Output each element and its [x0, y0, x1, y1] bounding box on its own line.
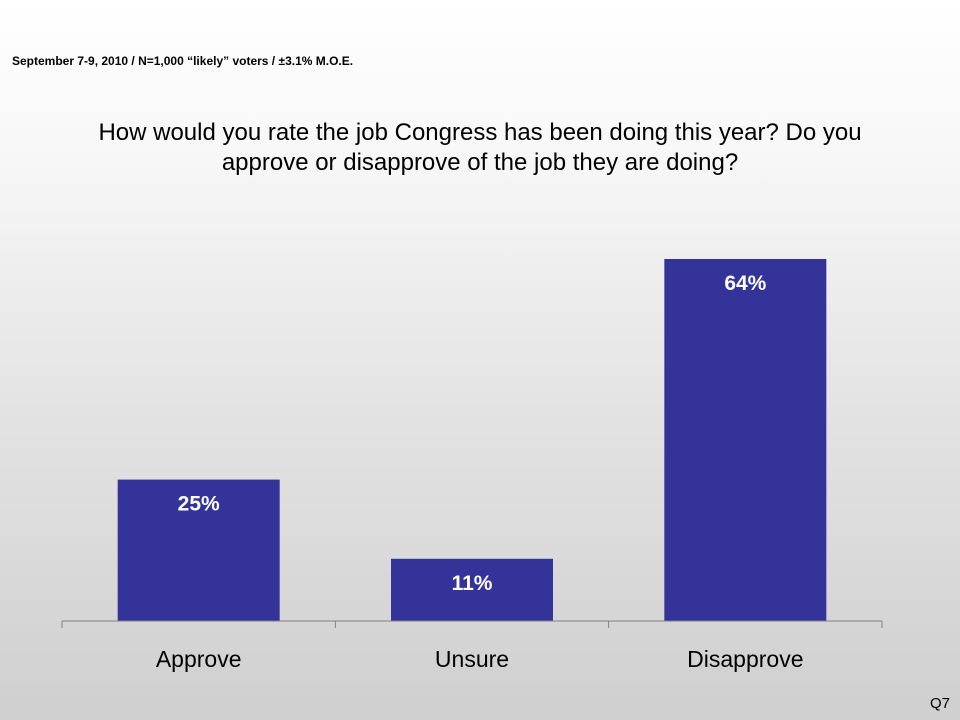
- chart-title-line-2: approve or disapprove of the job they ar…: [221, 149, 739, 176]
- bar-unsure: [391, 558, 553, 621]
- data-label-unsure: 11%: [452, 572, 493, 595]
- x-tick-label-approve: Approve: [156, 646, 242, 672]
- survey-info: September 7-9, 2010 / N=1,000 “likely” v…: [12, 54, 354, 68]
- x-tick-label-unsure: Unsure: [435, 646, 509, 672]
- x-tick-label-disapprove: Disapprove: [687, 646, 803, 672]
- chart-title: How would you rate the job Congress has …: [40, 118, 920, 178]
- chart-title-line-1: How would you rate the job Congress has …: [98, 119, 862, 146]
- data-label-approve: 25%: [178, 493, 220, 516]
- data-label-disapprove: 64%: [724, 272, 766, 295]
- question-number: Q7: [929, 695, 950, 712]
- bar-disapprove: [664, 259, 827, 621]
- bar-approve: [117, 479, 280, 621]
